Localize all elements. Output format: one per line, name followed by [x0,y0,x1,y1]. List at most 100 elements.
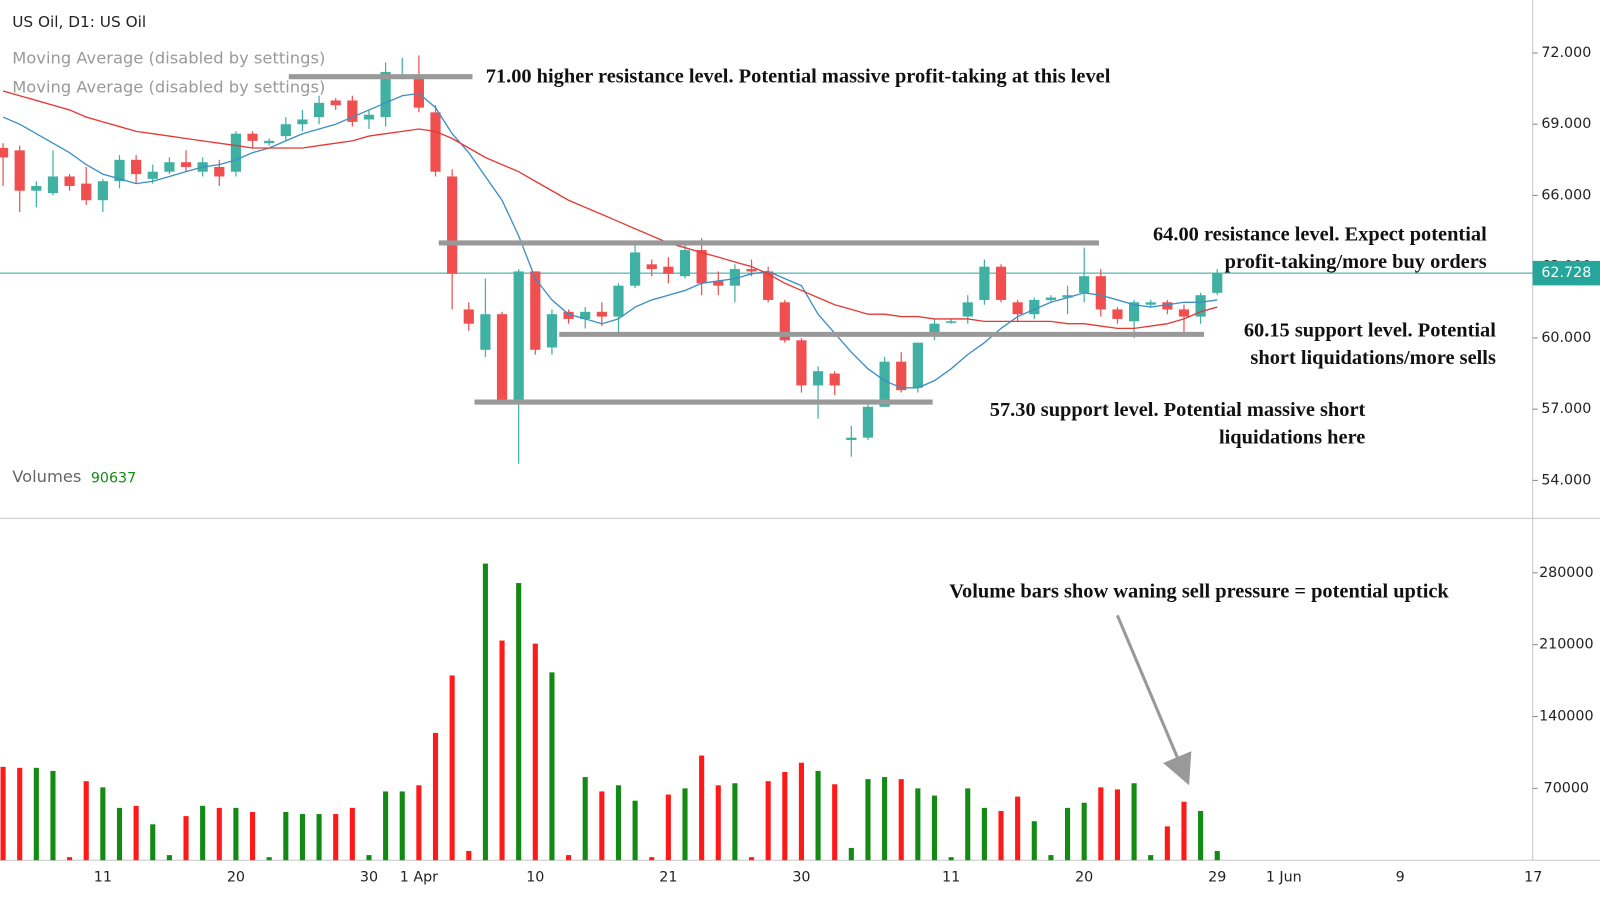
candle-body [0,147,9,158]
volume-bar [100,787,106,861]
chart-title: US Oil, D1: US Oil [12,13,146,31]
volume-bar [1181,801,1187,861]
volume-bar [1081,802,1087,861]
volume-bar [432,732,439,861]
annotation-arrow [1115,614,1192,786]
candle-body [413,76,424,108]
candle-body [131,159,142,175]
candle-body [829,373,840,386]
candle-body [1128,302,1140,322]
annotation-text: 57.30 support level. Potential massive s… [990,399,1366,421]
candle-body [47,176,59,194]
volume-bar [682,788,688,861]
candle-body [513,271,524,403]
volume-bar [665,794,671,861]
candle-body [430,112,441,172]
y-tick-label: 140000 [1539,709,1593,725]
annotation-text: liquidations here [1219,426,1365,448]
x-tick-label: 20 [227,870,245,886]
y-tick-label: 66.000 [1541,187,1591,203]
volume-bar [200,805,206,861]
volume-bar [366,855,372,861]
volume-bar [183,816,189,861]
volume-bar [250,811,256,861]
y-tick-label: 70000 [1544,780,1589,796]
candle-body [862,406,874,438]
x-tick-label: 1 Jun [1266,870,1302,886]
candle-body [729,269,740,286]
candle-body [347,100,358,122]
x-tick-label: 1 Apr [400,870,438,886]
volume-bar [715,785,721,861]
candle-body [1112,309,1123,319]
volume-bar [416,785,422,861]
candle-body [480,314,491,350]
candle-body [713,280,724,286]
volume-bar [615,785,622,861]
candle-body [679,250,691,277]
candle-body [696,250,707,284]
volume-bar [1131,783,1137,861]
annotation-text: short liquidations/more sells [1250,347,1496,369]
x-tick-label: 20 [1075,870,1093,886]
volume-bar [599,791,605,861]
volume-bar [1065,807,1071,861]
candle-body [114,159,125,182]
candle-body [879,361,890,407]
volume-bar [1031,821,1037,861]
volume-bar [832,784,838,861]
annotation-text: Volume bars show waning sell pressure = … [949,581,1449,603]
annotation-text: 60.15 support level. Potential [1244,319,1496,341]
candle-body [1045,297,1057,300]
candle-body [330,100,341,106]
candle-body [530,271,541,350]
volume-legend-value: 90637 [91,471,136,487]
candle-body [1145,302,1156,305]
volume-title: Volumes [12,467,81,486]
y-tick-label: 210000 [1539,637,1593,653]
candle-body [663,266,674,274]
candle-body [896,361,907,391]
candle-body [1195,295,1206,317]
last-price-box [1532,260,1600,286]
legend-entry: Moving Average (disabled by settings) [12,49,325,68]
volume-bar [1048,855,1054,861]
volume-bar [383,791,389,861]
volume-bar [632,800,638,861]
candle-body [1029,299,1040,315]
volume-bar [981,807,987,861]
volume-bar [998,810,1004,861]
volume-bar [798,762,804,861]
volume-bar [499,640,505,861]
x-tick-label: 11 [94,870,112,886]
volume-bar [915,788,921,861]
candle-body [280,124,291,137]
volume-bar [482,563,488,861]
volume-bar [1098,787,1104,861]
candle-body [214,166,225,177]
legend-entry: Moving Average (disabled by settings) [12,77,325,96]
moving-average-line [2,90,1218,330]
volume-bar [882,777,888,861]
candle-body [596,311,607,317]
volume-bar [1214,850,1220,861]
annotation-text: profit-taking/more buy orders [1225,251,1487,273]
candle-body [846,437,857,441]
volume-bar [17,767,23,861]
volume-bar [1114,789,1120,861]
volume-bar [948,857,954,861]
volume-bar [299,814,305,861]
candle-body [147,171,158,179]
candle-body [463,309,474,324]
y-tick-label: 60.000 [1541,330,1591,346]
volume-bar [931,795,938,861]
x-tick-label: 30 [792,870,810,886]
candle-body [546,314,558,348]
candle-body [164,162,175,172]
volume-bar [266,857,272,861]
candle-body [946,321,957,323]
candle-body [1212,273,1223,293]
volume-bar [566,855,572,861]
candle-body [962,302,973,317]
volume-bar [1164,826,1170,861]
